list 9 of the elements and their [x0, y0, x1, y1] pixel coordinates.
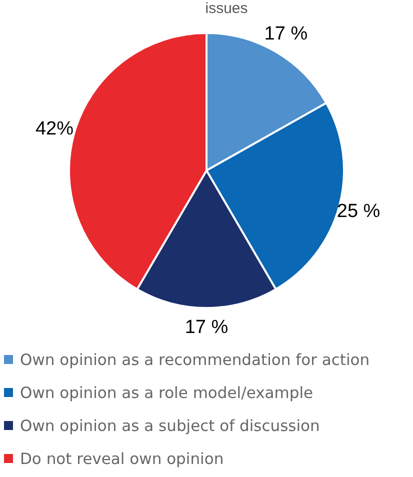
- legend-label: Own opinion as a recommendation for action: [20, 350, 370, 368]
- legend-label: Own opinion as a role model/example: [20, 384, 314, 402]
- data-label: 17 %: [264, 24, 308, 45]
- data-label: 17 %: [184, 317, 228, 338]
- legend-label: Own opinion as a subject of discussion: [20, 416, 320, 434]
- data-label: 25 %: [336, 200, 380, 222]
- chart-title: issues: [204, 0, 249, 18]
- legend-label: Do not reveal own opinion: [20, 450, 224, 468]
- data-label: 42%: [35, 118, 74, 140]
